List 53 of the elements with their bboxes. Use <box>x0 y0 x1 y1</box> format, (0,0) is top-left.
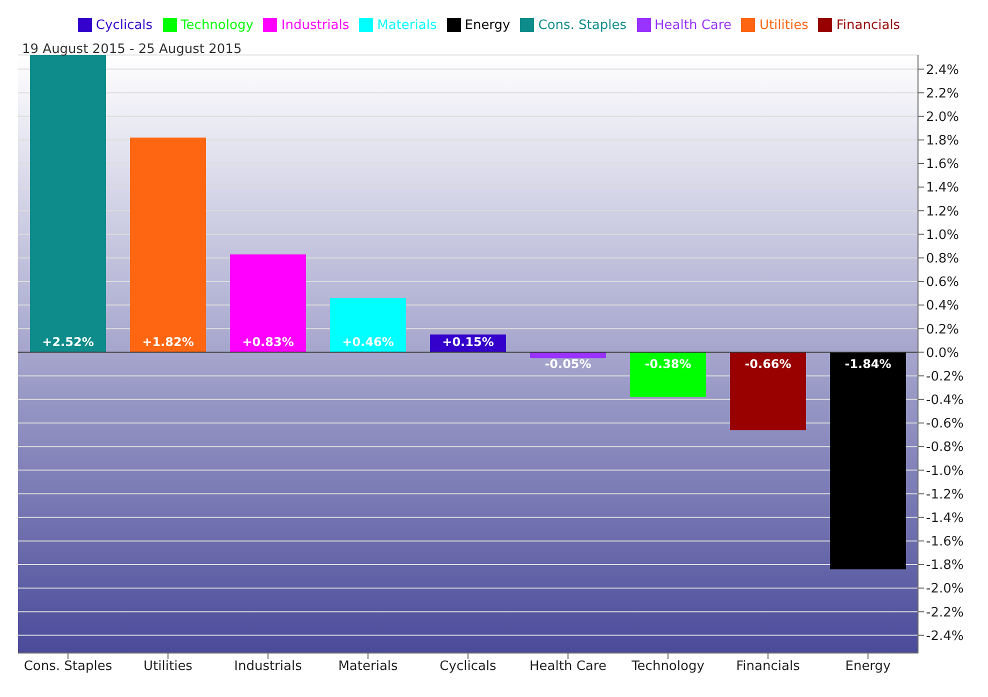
y-tick-label: 0.0% <box>926 346 960 361</box>
y-tick-label: 2.4% <box>926 62 960 78</box>
legend-label: Cons. Staples <box>538 18 627 33</box>
legend-label: Materials <box>377 18 437 33</box>
data-label: +0.83% <box>242 335 294 350</box>
x-tick-label: Health Care <box>530 659 606 674</box>
y-tick-label: -0.8% <box>926 440 964 456</box>
y-tick-label: -0.6% <box>926 416 964 432</box>
x-tick-label: Technology <box>630 659 705 674</box>
y-tick-label: -1.8% <box>926 558 964 574</box>
x-tick-label: Cyclicals <box>440 659 497 674</box>
legend-label: Health Care <box>654 18 732 33</box>
legend-label: Energy <box>464 18 510 33</box>
y-tick-label: 2.0% <box>926 110 960 125</box>
legend-label: Technology <box>180 18 254 33</box>
data-label: +1.82% <box>142 335 194 350</box>
y-tick-label: 1.0% <box>926 228 960 243</box>
x-tick-label: Cons. Staples <box>24 659 112 674</box>
x-tick-label: Industrials <box>234 659 302 674</box>
y-tick-label: 0.2% <box>926 322 960 338</box>
legend-label: Financials <box>836 18 900 33</box>
y-tick-label: 0.4% <box>926 298 960 314</box>
y-tick-label: -1.2% <box>926 487 964 502</box>
legend-label: Cyclicals <box>96 18 153 33</box>
y-tick-label: -2.4% <box>926 628 964 644</box>
y-tick-label: -0.2% <box>926 369 964 384</box>
y-tick-label: 1.4% <box>926 180 960 196</box>
data-label: -0.66% <box>744 357 792 372</box>
y-tick-label: -1.0% <box>926 464 964 479</box>
y-tick-label: 1.2% <box>926 204 960 220</box>
y-tick-label: -2.0% <box>926 582 964 597</box>
data-label: -0.38% <box>644 357 692 372</box>
y-tick-label: 0.8% <box>926 251 960 266</box>
y-tick-label: 2.2% <box>926 86 960 102</box>
y-tick-label: -1.4% <box>926 510 964 526</box>
data-label: +2.52% <box>42 335 94 350</box>
legend-label: Utilities <box>759 18 808 33</box>
y-tick-label: 0.6% <box>926 275 960 290</box>
y-tick-label: 1.8% <box>926 134 960 149</box>
x-tick-label: Energy <box>845 659 892 674</box>
x-tick-label: Financials <box>736 659 800 674</box>
x-tick-label: Utilities <box>144 659 193 674</box>
y-tick-label: -2.2% <box>926 605 964 620</box>
data-label: -1.84% <box>844 357 892 372</box>
chart-subtitle: 19 August 2015 - 25 August 2015 <box>22 42 242 57</box>
data-label: +0.15% <box>442 335 494 350</box>
y-tick-label: 1.6% <box>926 157 960 172</box>
data-label: -0.05% <box>544 357 592 372</box>
data-label: +0.46% <box>342 335 394 350</box>
y-tick-label: -1.6% <box>926 534 964 550</box>
x-tick-label: Materials <box>338 659 398 674</box>
legend-label: Industrials <box>281 18 350 33</box>
y-tick-label: -0.4% <box>926 393 964 408</box>
